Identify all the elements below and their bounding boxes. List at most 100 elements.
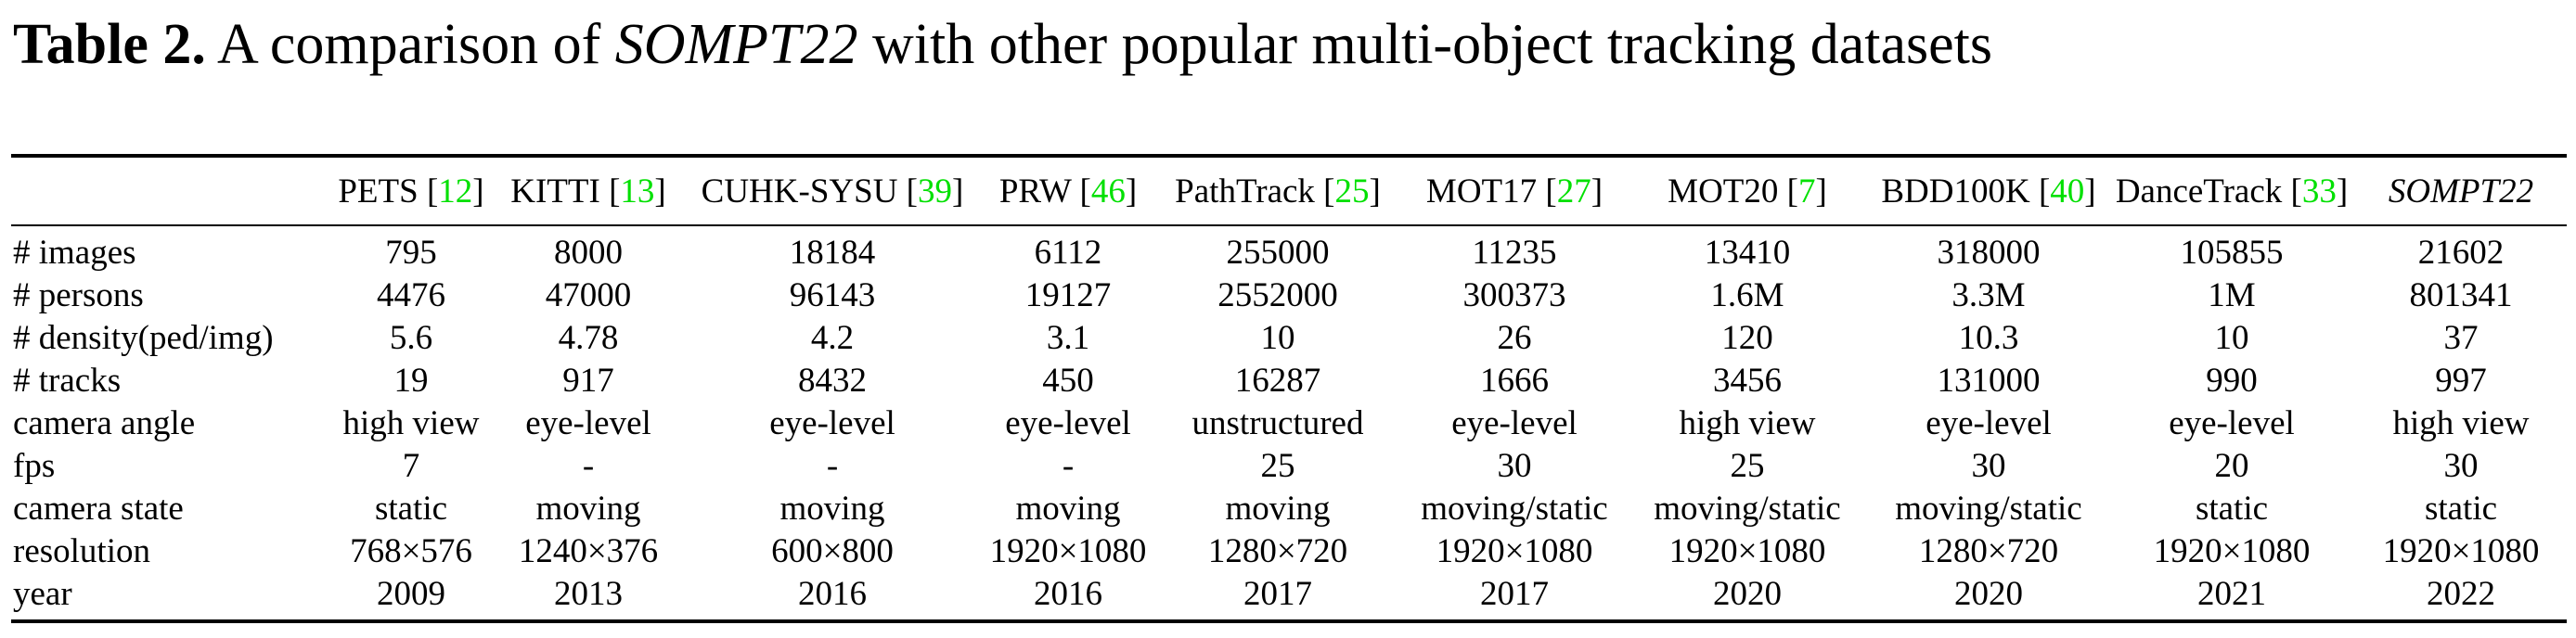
table-cell: 600×800 xyxy=(771,532,894,570)
table-cell: 120 xyxy=(1721,319,1773,357)
table-cell: 768×576 xyxy=(350,532,472,570)
column-header-name: CUHK-SYSU xyxy=(701,172,898,211)
table-cell: moving/static xyxy=(1654,490,1841,528)
table-cell: 1280×720 xyxy=(1207,532,1348,570)
column-header-pathtrack: PathTrack [25] xyxy=(1153,154,1403,226)
column-header-name: BDD100K xyxy=(1881,172,2030,211)
table-cell: 795 xyxy=(385,234,437,272)
table-cell: 3.1 xyxy=(1046,319,1090,357)
table-row: # density(ped/img) 5.6 4.78 4.2 3.1 10 26 120 10… xyxy=(11,317,2567,360)
table-row: # tracks 19 917 8432 450 16287 1666 3456 131000 9… xyxy=(11,360,2567,402)
table-cell: 917 xyxy=(562,362,614,400)
table-cell: 1920×1080 xyxy=(1436,532,1593,570)
column-header-name: MOT20 xyxy=(1668,172,1779,211)
table-cell: 18184 xyxy=(789,234,876,272)
citation-link[interactable]: 46 xyxy=(1090,172,1126,211)
table-cell: 3456 xyxy=(1713,362,1782,400)
table-cell: 1666 xyxy=(1480,362,1549,400)
table-cell: 255000 xyxy=(1226,234,1330,272)
table-cell: 47000 xyxy=(545,276,632,314)
table-cell: 5.6 xyxy=(389,319,433,357)
table-cell: 1920×1080 xyxy=(989,532,1147,570)
table-cell: 16287 xyxy=(1234,362,1321,400)
citation-link[interactable]: 25 xyxy=(1334,172,1370,211)
column-header-name: PETS xyxy=(338,172,419,211)
table-cell: eye-level xyxy=(525,404,651,442)
table-cell: static xyxy=(2424,490,2498,528)
table-cell: 105855 xyxy=(2180,234,2284,272)
citation-link[interactable]: 7 xyxy=(1797,172,1816,211)
table-cell: high view xyxy=(342,404,480,442)
table-cell: 25 xyxy=(1260,447,1295,485)
table-cell: 4.78 xyxy=(558,319,619,357)
table-cell: 96143 xyxy=(789,276,876,314)
citation-link[interactable]: 13 xyxy=(620,172,655,211)
table-caption-text-before: A comparison of xyxy=(205,13,615,76)
table-caption: Table 2. A comparison of SOMPT22 with ot… xyxy=(13,7,1992,82)
column-header-name: MOT17 xyxy=(1425,172,1538,211)
table-row: # persons 4476 47000 96143 19127 2552000 30037… xyxy=(11,274,2567,317)
table-cell: 6112 xyxy=(1034,234,1102,272)
table-cell: 10.3 xyxy=(1958,319,2019,357)
table-row: fps 7 - - - 25 30 25 30 20 30 xyxy=(11,445,2567,488)
table-cell: eye-level xyxy=(1926,404,2052,442)
table-cell: 20 xyxy=(2214,447,2249,485)
table-cell: 8432 xyxy=(798,362,867,400)
table-cell: 1.6M xyxy=(1710,276,1784,314)
table-cell: 2020 xyxy=(1626,573,1869,623)
column-header-bdd100k: BDD100K [40] xyxy=(1869,154,2108,226)
table-caption-label: Table 2. xyxy=(13,13,206,76)
table-cell: 131000 xyxy=(1937,362,2041,400)
table-cell: static xyxy=(2195,490,2269,528)
table-cell: 1M xyxy=(2208,276,2256,314)
citation-link[interactable]: 27 xyxy=(1556,172,1591,211)
table-cell: 300373 xyxy=(1462,276,1566,314)
citation-link[interactable]: 40 xyxy=(2050,172,2085,211)
column-header-name: PRW xyxy=(998,172,1072,211)
table-row: resolution 768×576 1240×376 600×800 1920×108… xyxy=(11,530,2567,573)
column-header-name: SOMPT22 xyxy=(2388,172,2534,211)
table-cell: 37 xyxy=(2443,319,2479,357)
table-cell: moving/static xyxy=(1895,490,2082,528)
citation-link[interactable]: 39 xyxy=(918,172,952,211)
comparison-table: PETS [12] KITTI [13] CUHK-SYSU [39] PRW [46… xyxy=(11,154,2567,623)
column-header-kitti: KITTI [13] xyxy=(496,154,681,226)
table-cell: 19127 xyxy=(1024,276,1112,314)
table-cell: eye-level xyxy=(1005,404,1131,442)
table-cell: 13410 xyxy=(1704,234,1791,272)
table-cell: moving xyxy=(1225,490,1331,528)
table-cell: 1240×376 xyxy=(518,532,659,570)
table-cell: 801341 xyxy=(2409,276,2513,314)
table-cell: - xyxy=(582,447,595,485)
table-cell: 7 xyxy=(402,447,420,485)
table-cell: 25 xyxy=(1730,447,1765,485)
table-cell: 26 xyxy=(1497,319,1532,357)
row-label: # density(ped/img) xyxy=(13,319,274,357)
table-row: camera angle high view eye-level eye-level e… xyxy=(11,402,2567,445)
citation-link[interactable]: 12 xyxy=(438,172,473,211)
table-cell: 1920×1080 xyxy=(2382,532,2540,570)
table-cell: moving xyxy=(535,490,641,528)
table-cell: 2017 xyxy=(1403,573,1626,623)
table-body: # images 795 8000 18184 6112 255000 11235 13410… xyxy=(11,225,2567,623)
table-cell: 2552000 xyxy=(1217,276,1338,314)
table-cell: high view xyxy=(1679,404,1816,442)
row-label: camera angle xyxy=(13,404,196,442)
table-cell: 318000 xyxy=(1937,234,2041,272)
row-label: fps xyxy=(13,447,56,485)
table-cell: 8000 xyxy=(554,234,623,272)
table-cell: 2022 xyxy=(2355,573,2567,623)
citation-link[interactable]: 33 xyxy=(2301,172,2337,211)
table-cell: 2016 xyxy=(984,573,1153,623)
table-cell: 2021 xyxy=(2108,573,2355,623)
table-cell: 3.3M xyxy=(1951,276,2026,314)
table-cell: - xyxy=(826,447,839,485)
table-cell: unstructured xyxy=(1191,404,1364,442)
table-cell: 10 xyxy=(1260,319,1295,357)
table-row: camera state static moving moving moving movi… xyxy=(11,488,2567,530)
column-header-mot20: MOT20 [7] xyxy=(1626,154,1869,226)
column-header-mot17: MOT17 [27] xyxy=(1403,154,1626,226)
table-cell: moving/static xyxy=(1421,490,1608,528)
row-label: # persons xyxy=(13,276,144,314)
table-cell: 990 xyxy=(2206,362,2258,400)
